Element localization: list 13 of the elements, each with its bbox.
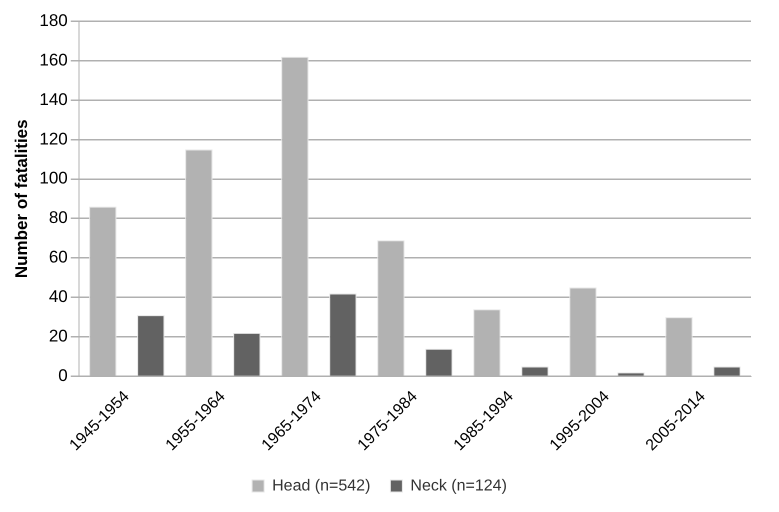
- y-tick-label: 20: [48, 326, 68, 346]
- y-tick-label: 40: [48, 287, 68, 306]
- y-tick-label: 180: [39, 10, 68, 30]
- y-tick-label: 80: [48, 208, 68, 228]
- y-tick-label: 100: [39, 168, 68, 188]
- y-tick-label: 120: [39, 129, 68, 148]
- y-tick-label: 160: [39, 50, 68, 70]
- y-tick-label: 60: [48, 248, 68, 267]
- y-tick-label: 0: [58, 366, 68, 386]
- y-tick-label: 140: [39, 90, 68, 109]
- legend-label: Neck (n=124): [410, 477, 507, 494]
- legend-label: Head (n=542): [272, 477, 370, 494]
- y-axis-title: Number of fatalities: [12, 119, 31, 278]
